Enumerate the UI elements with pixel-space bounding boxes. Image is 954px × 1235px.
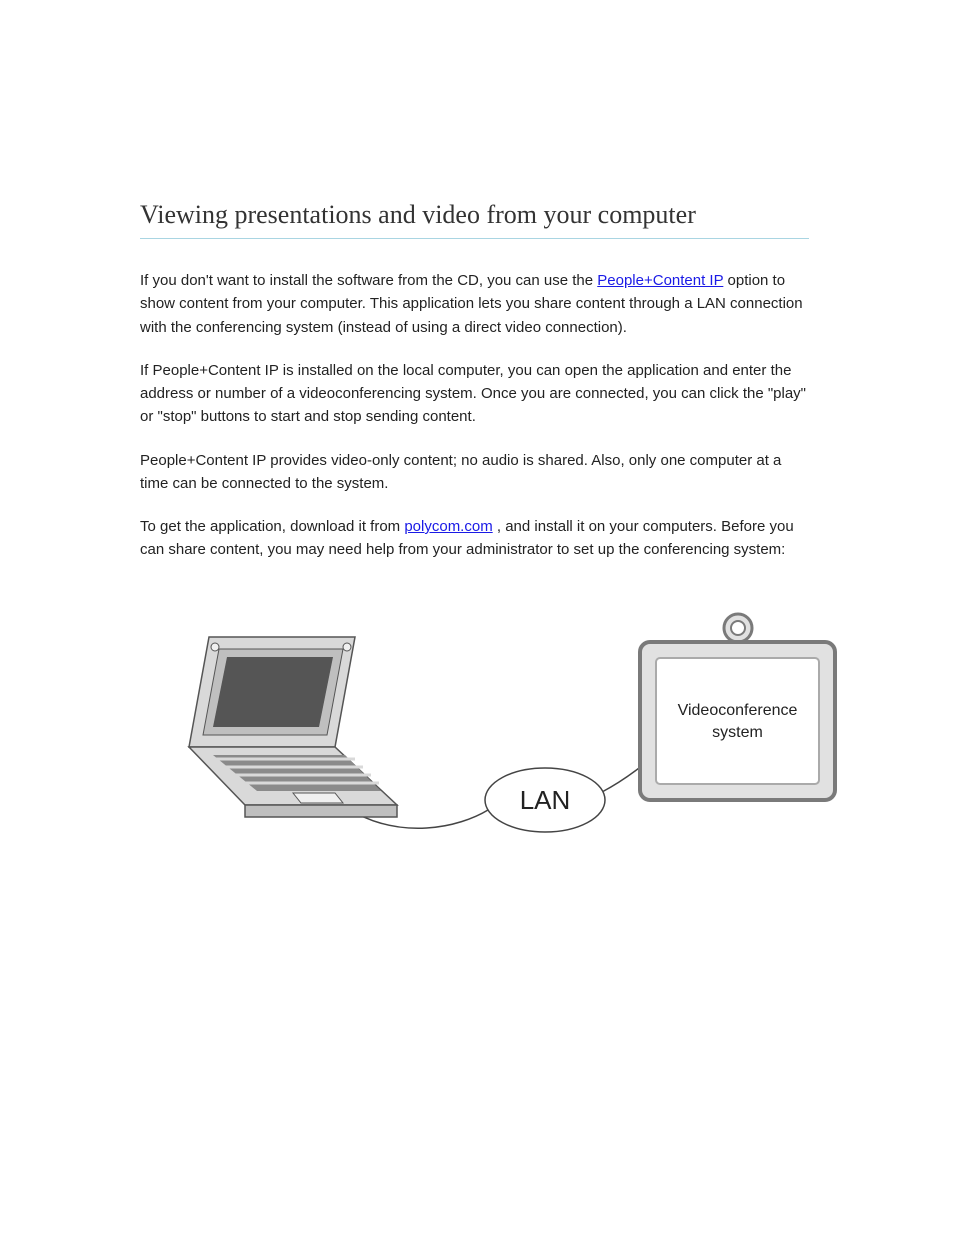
svg-text:LAN: LAN: [520, 785, 571, 815]
text-run: To get the application, download it from: [140, 518, 404, 535]
paragraph-4: To get the application, download it from…: [140, 515, 809, 562]
paragraph-1: If you don't want to install the softwar…: [140, 269, 809, 339]
text-run: If you don't want to install the softwar…: [140, 272, 597, 289]
network-diagram: LAN Videoconference system: [140, 582, 840, 852]
link-people-content-ip[interactable]: People+Content IP: [597, 272, 723, 289]
paragraph-3: People+Content IP provides video-only co…: [140, 449, 809, 496]
svg-text:Videoconference: Videoconference: [678, 702, 798, 719]
section-title: Viewing presentations and video from you…: [140, 200, 809, 230]
body-text: If you don't want to install the softwar…: [140, 269, 809, 562]
link-polycom[interactable]: polycom.com: [404, 518, 492, 535]
svg-text:system: system: [712, 724, 763, 741]
document-page: Viewing presentations and video from you…: [0, 0, 954, 1235]
section-rule: [140, 238, 809, 239]
paragraph-2: If People+Content IP is installed on the…: [140, 359, 809, 429]
